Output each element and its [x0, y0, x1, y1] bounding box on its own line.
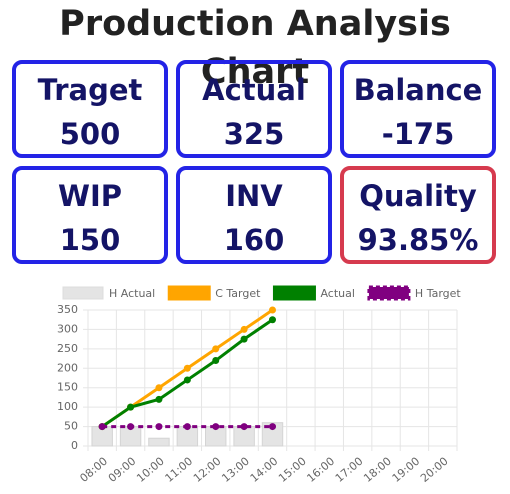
x-tick-label: 17:00: [333, 455, 366, 485]
card-label: Traget: [37, 73, 143, 107]
point: [269, 316, 276, 324]
point: [212, 345, 220, 353]
x-tick-label: 16:00: [304, 455, 337, 485]
legend-swatch: [367, 285, 411, 301]
point: [240, 423, 248, 431]
point: [212, 423, 220, 431]
legend-label: H Target: [415, 287, 461, 300]
kpi-card: Actual 325: [176, 60, 332, 158]
point: [212, 357, 220, 365]
line: [101, 318, 274, 428]
x-tick-label: 20:00: [418, 455, 451, 485]
bar: [148, 437, 170, 447]
card-label: INV: [225, 179, 283, 213]
legend-label: Actual: [320, 287, 354, 300]
card-value: 160: [223, 223, 285, 257]
x-tick-label: 09:00: [106, 455, 139, 485]
point: [183, 423, 191, 431]
y-tick-label: 300: [57, 322, 78, 335]
x-tick-label: 11:00: [163, 455, 196, 485]
point: [183, 364, 191, 372]
kpi-card: Quality 93.85%: [340, 166, 496, 264]
point: [240, 325, 248, 333]
card-value: 150: [59, 223, 121, 257]
legend-label: C Target: [215, 287, 261, 300]
card-label: Balance: [353, 73, 483, 107]
y-tick-label: 0: [71, 439, 78, 452]
x-tick-label: 08:00: [77, 455, 110, 485]
x-tick-label: 15:00: [276, 455, 309, 485]
y-tick-label: 150: [57, 381, 78, 394]
legend-swatch: [272, 285, 316, 301]
x-tick-label: 12:00: [191, 455, 224, 485]
y-tick-label: 50: [64, 420, 78, 433]
point: [155, 423, 163, 431]
point: [98, 423, 106, 431]
x-tick-label: 13:00: [219, 455, 252, 485]
point: [183, 376, 191, 384]
x-tick-label: 14:00: [248, 455, 281, 485]
chart: 0 50 100 150 200 250 300 350 08:0009:0010:0011:0…: [57, 285, 461, 485]
x-tick-label: 19:00: [390, 455, 423, 485]
x-tick-label: 10:00: [134, 455, 167, 485]
point: [127, 403, 135, 411]
card-label: Quality: [359, 179, 477, 213]
card-value: 325: [223, 117, 285, 151]
bar: [261, 422, 284, 447]
card-value: -175: [381, 117, 455, 151]
card-value: 500: [59, 117, 121, 151]
y-tick-label: 100: [57, 400, 78, 413]
card-label: WIP: [57, 179, 123, 213]
card-value: 93.85%: [357, 223, 479, 257]
x-tick-label: 18:00: [361, 455, 394, 485]
kpi-card: WIP 150: [12, 166, 168, 264]
legend-swatch: [62, 286, 104, 300]
kpi-card: Balance -175: [340, 60, 496, 158]
point: [269, 423, 276, 431]
title: Production Analysis Chart: [59, 4, 451, 92]
y-tick-label: 200: [57, 361, 78, 374]
kpi-card: INV 160: [176, 166, 332, 264]
point: [240, 335, 248, 343]
legend-label: H Actual: [109, 287, 155, 300]
card-label: Actual: [202, 73, 306, 107]
y-tick-label: 250: [57, 342, 78, 355]
kpi-card: Traget 500: [12, 60, 168, 158]
point: [127, 423, 135, 431]
point: [155, 384, 163, 392]
y-tick-label: 350: [57, 303, 78, 316]
point: [155, 395, 163, 403]
legend-swatch: [167, 285, 211, 301]
point: [269, 306, 276, 314]
